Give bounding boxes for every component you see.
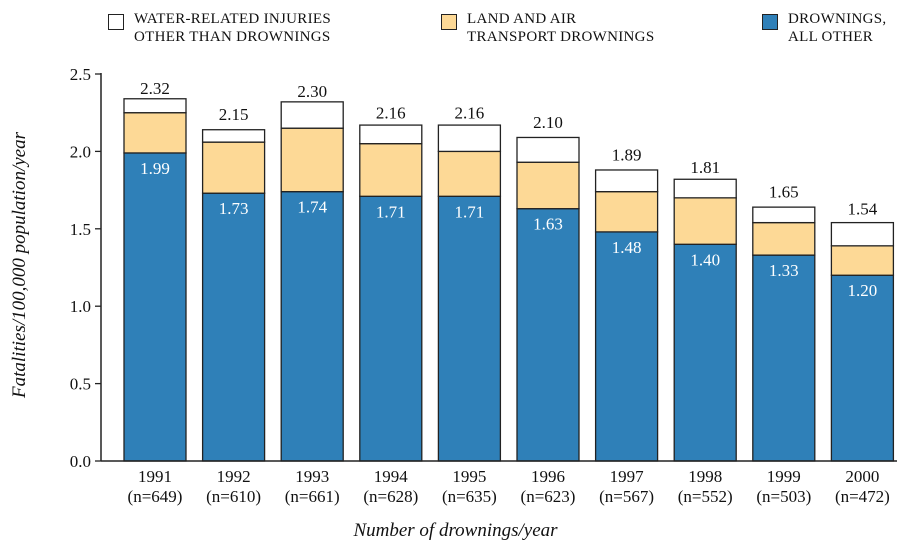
x-tick-count-label: (n=649) [128, 487, 183, 506]
legend-swatch-white [108, 14, 124, 30]
bar-segment-drownings-all-other [830, 274, 895, 462]
bar-segment-water-related-injuries [752, 206, 816, 224]
x-tick-label: 1994 [374, 467, 409, 486]
bar-total-label: 2.15 [219, 105, 249, 124]
bar-segment-transport-drownings [280, 127, 344, 193]
x-tick-count-label: (n=552) [678, 487, 733, 506]
bar-segment-water-related-injuries [123, 98, 187, 114]
bar-segment-drownings-all-other [594, 231, 659, 462]
bar-value-label: 1.71 [455, 202, 485, 221]
bar-segment-drownings-all-other [280, 190, 344, 462]
y-tick-label: 2.5 [70, 65, 91, 84]
x-tick-count-label: (n=503) [756, 487, 811, 506]
x-tick-label: 1997 [610, 467, 645, 486]
bar-segment-transport-drownings [830, 245, 895, 276]
legend-item-water-related-injuries: WATER-RELATED INJURIES OTHER THAN DROWNI… [108, 10, 331, 46]
bar-segment-water-related-injuries [201, 129, 266, 143]
y-tick-label: 0.5 [70, 375, 91, 394]
legend-label: WATER-RELATED INJURIES OTHER THAN DROWNI… [134, 10, 331, 46]
bar-segment-transport-drownings [752, 221, 816, 256]
y-tick-label: 0.0 [70, 452, 91, 471]
bar-value-label: 1.48 [612, 238, 642, 257]
bar-segment-water-related-injuries [830, 221, 895, 247]
bar-segment-drownings-all-other [752, 254, 816, 462]
legend-label-line: LAND AND AIR [467, 11, 577, 27]
bar-segment-water-related-injuries [516, 136, 580, 163]
bar-total-label: 1.65 [769, 183, 799, 202]
x-tick-label: 1991 [138, 467, 172, 486]
bar-total-label: 2.30 [297, 82, 327, 101]
legend-label-line: ALL OTHER [788, 29, 874, 45]
bar-segment-drownings-all-other [201, 192, 266, 462]
legend-label-line: OTHER THAN DROWNINGS [134, 29, 331, 45]
x-axis-title: Number of drownings/year [353, 520, 558, 541]
legend-label-line: DROWNINGS, [788, 11, 887, 27]
legend-item-transport-drownings: LAND AND AIR TRANSPORT DROWNINGS [441, 10, 654, 46]
legend-label: DROWNINGS, ALL OTHER [788, 10, 886, 46]
x-tick-label: 1995 [452, 467, 486, 486]
bar-total-label: 1.89 [612, 145, 642, 164]
bar-segment-water-related-injuries [673, 178, 737, 199]
bar-value-label: 1.33 [769, 261, 799, 280]
x-tick-label: 1998 [688, 467, 722, 486]
x-tick-label: 1996 [531, 467, 565, 486]
x-tick-label: 1992 [217, 467, 251, 486]
x-tick-label: 1993 [295, 467, 329, 486]
legend-swatch-tan [441, 14, 457, 30]
bar-segment-transport-drownings [437, 150, 502, 197]
x-tick-count-label: (n=628) [363, 487, 418, 506]
legend-label-line: WATER-RELATED INJURIES [134, 11, 332, 27]
y-tick-label: 2.0 [70, 142, 91, 161]
legend-swatch-blue [762, 14, 778, 30]
bar-segment-drownings-all-other [516, 208, 580, 462]
x-tick-count-label: (n=661) [285, 487, 340, 506]
bar-segment-water-related-injuries [280, 101, 344, 129]
bar-segment-water-related-injuries [359, 124, 423, 145]
x-tick-count-label: (n=567) [599, 487, 654, 506]
x-tick-label: 2000 [845, 467, 879, 486]
x-tick-count-label: (n=610) [206, 487, 261, 506]
bar-value-label: 1.63 [533, 215, 563, 234]
x-tick-count-label: (n=623) [521, 487, 576, 506]
bar-segment-transport-drownings [359, 143, 423, 197]
bar-segment-transport-drownings [201, 141, 266, 194]
bar-total-label: 2.16 [455, 104, 485, 123]
bar-total-label: 2.16 [376, 104, 406, 123]
x-tick-label: 1999 [767, 467, 801, 486]
legend-item-drownings-all-other: DROWNINGS, ALL OTHER [762, 10, 886, 46]
bar-value-label: 1.99 [140, 159, 170, 178]
bar-total-label: 1.54 [848, 200, 878, 219]
bar-segment-transport-drownings [516, 161, 580, 210]
bar-value-label: 1.71 [376, 202, 406, 221]
bar-segment-water-related-injuries [594, 169, 659, 193]
bar-total-label: 2.32 [140, 79, 170, 98]
bar-segment-transport-drownings [594, 190, 659, 233]
bar-segment-transport-drownings [673, 197, 737, 245]
bar-segment-drownings-all-other [673, 243, 737, 462]
bar-segment-transport-drownings [123, 112, 187, 154]
bar-total-label: 2.10 [533, 113, 563, 132]
legend-label-line: TRANSPORT DROWNINGS [467, 29, 655, 45]
bar-segment-drownings-all-other [359, 195, 423, 462]
bar-segment-drownings-all-other [123, 152, 187, 462]
bar-total-label: 1.81 [690, 158, 720, 177]
y-tick-label: 1.5 [70, 220, 91, 239]
bar-segment-drownings-all-other [437, 195, 502, 462]
bar-value-label: 1.20 [848, 281, 878, 300]
bar-segment-water-related-injuries [437, 124, 502, 153]
bar-value-label: 1.40 [690, 250, 720, 269]
legend-label: LAND AND AIR TRANSPORT DROWNINGS [467, 10, 654, 46]
y-tick-label: 1.0 [70, 297, 91, 316]
x-tick-count-label: (n=472) [835, 487, 890, 506]
bar-value-label: 1.74 [297, 198, 327, 217]
bar-value-label: 1.73 [219, 199, 249, 218]
x-tick-count-label: (n=635) [442, 487, 497, 506]
